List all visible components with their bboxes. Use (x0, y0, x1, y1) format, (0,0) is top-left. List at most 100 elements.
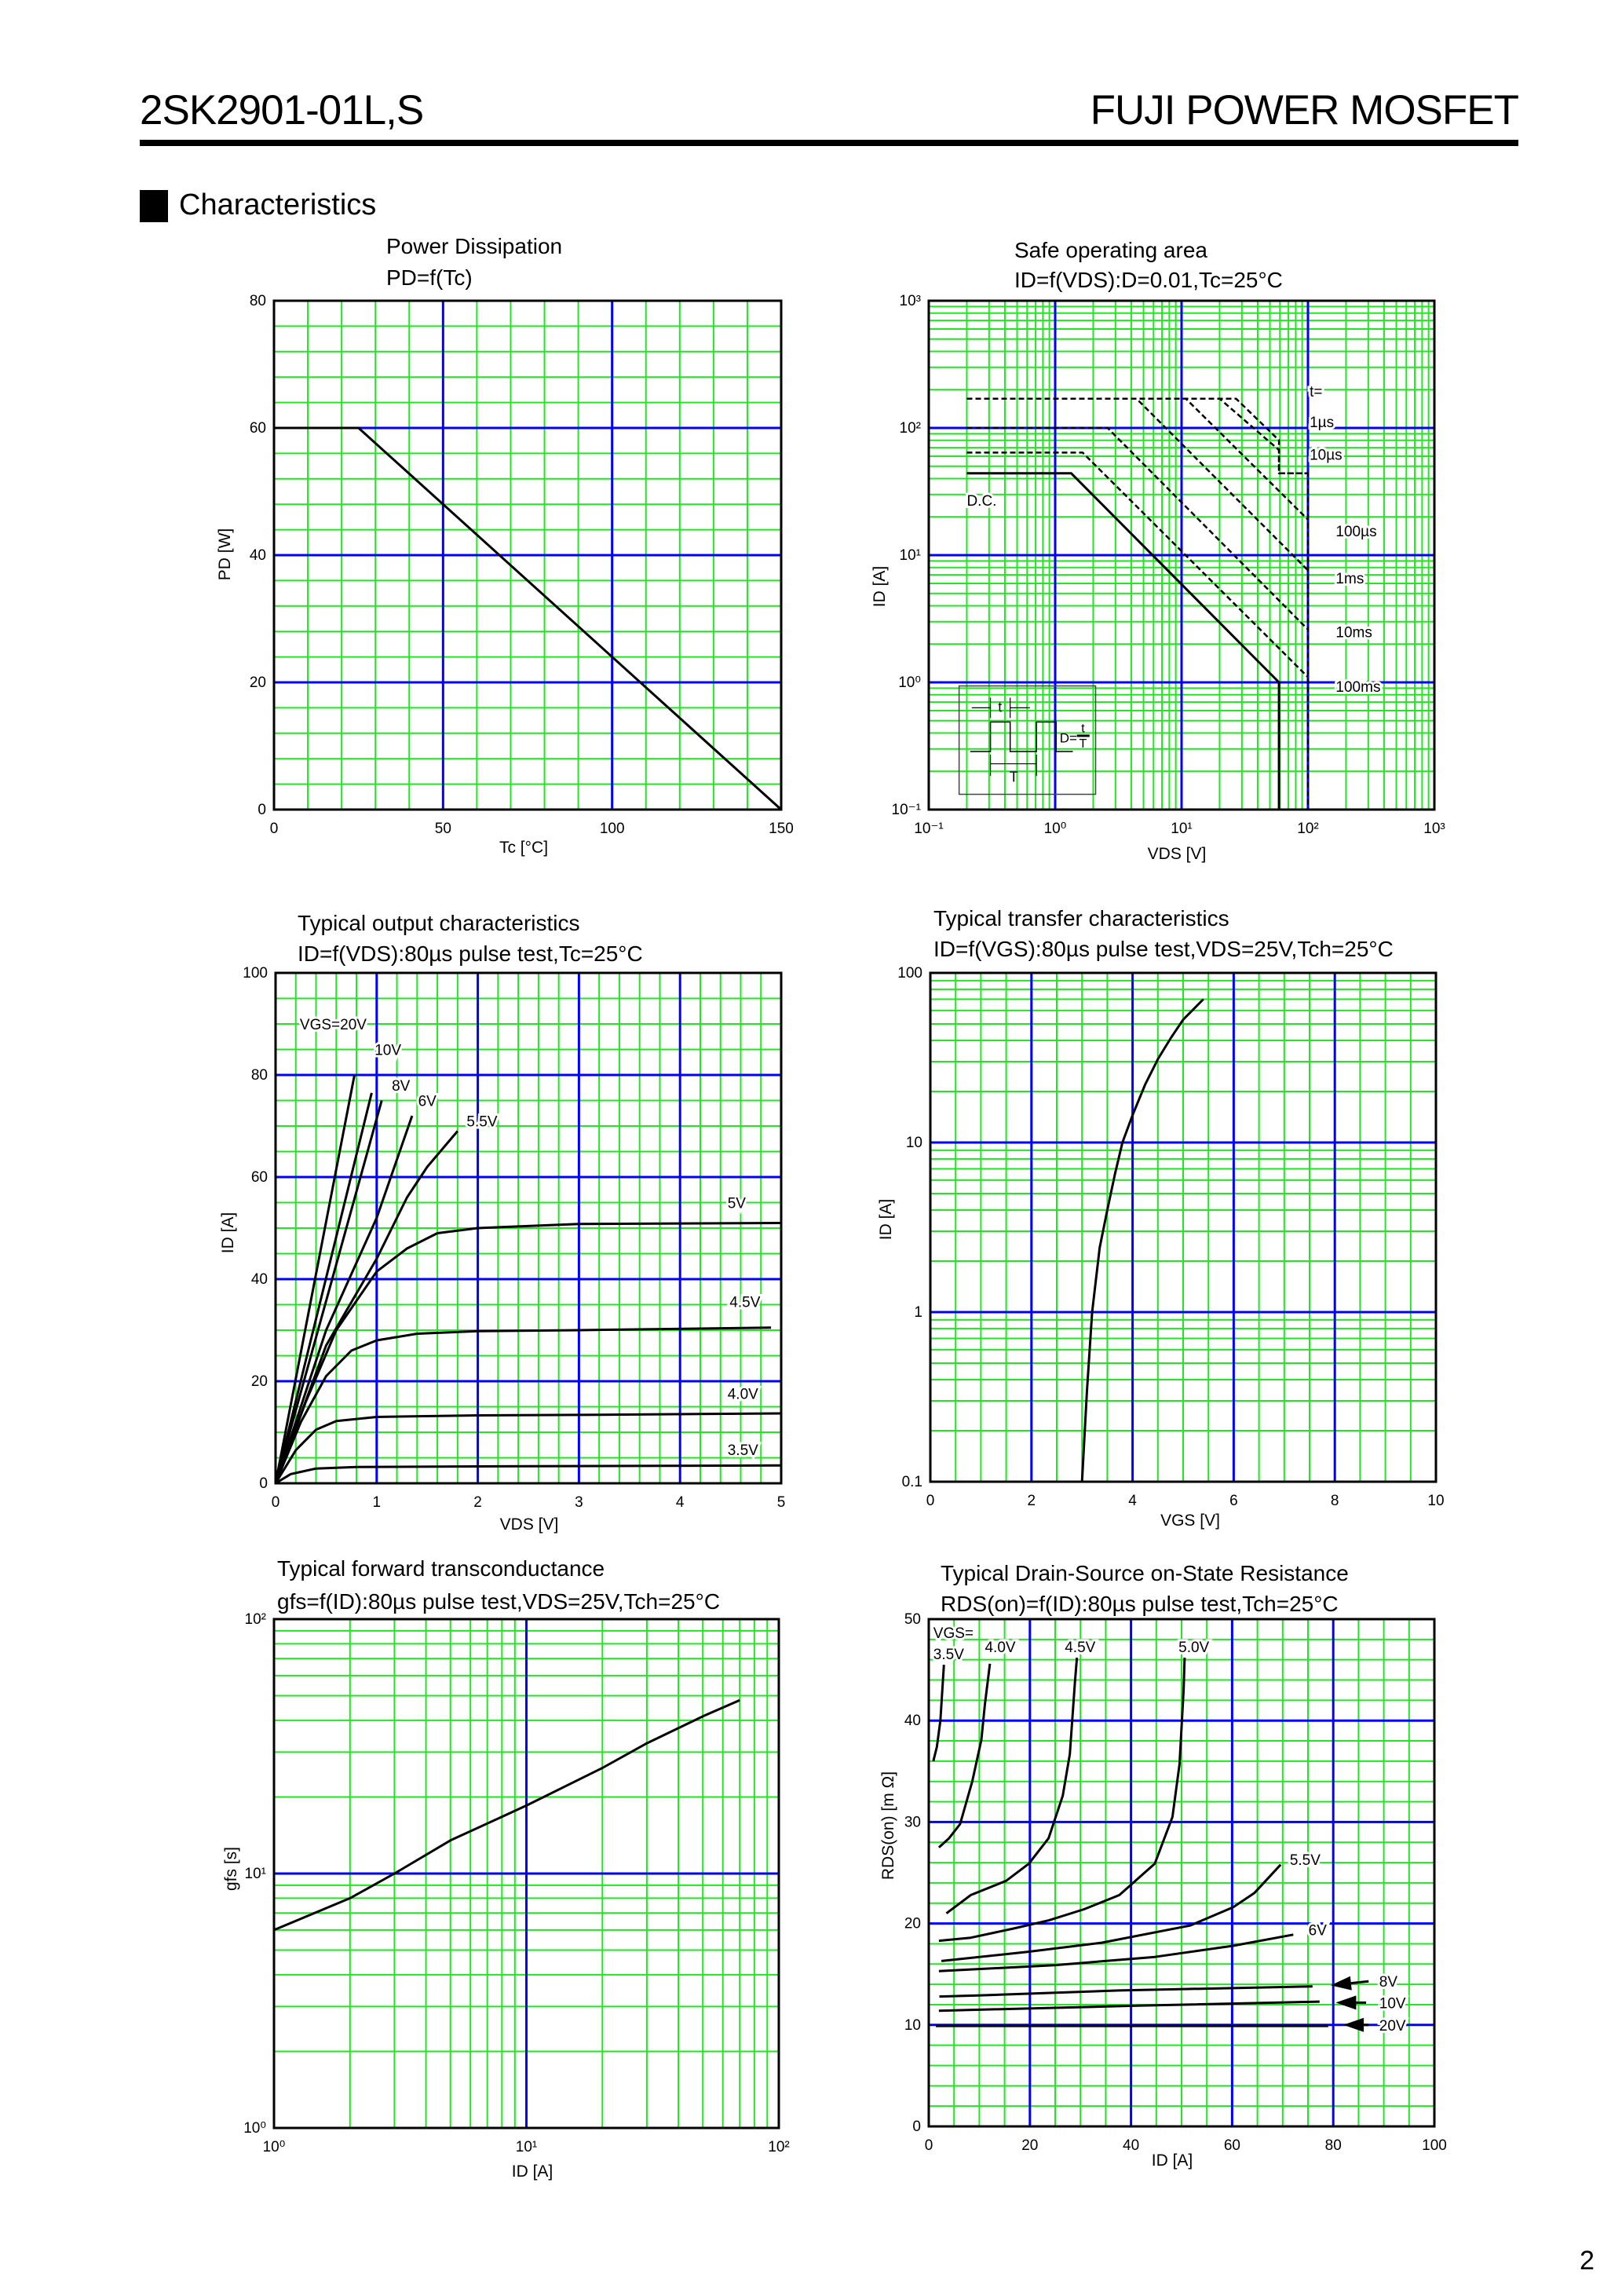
series-label: 8V (392, 1078, 411, 1095)
series-label: 4.0V (728, 1387, 758, 1403)
x-tick-label: 40 (1123, 2137, 1139, 2154)
series-label: 100ms (1335, 679, 1380, 696)
series-line-10V (274, 1092, 373, 1484)
chart-2-subtitle: ID=f(VDS):D=0.01,Tc=25°C (1014, 268, 1283, 292)
x-tick-label: 0 (270, 821, 279, 837)
x-tick-label: 50 (435, 821, 451, 837)
series-line-8V (274, 1100, 383, 1484)
series-line-5.0V (938, 1658, 1186, 1943)
series-line-10ms (966, 426, 1309, 631)
y-tick-label: 0.1 (902, 1474, 922, 1490)
chart-5-title: Typical forward transconductance (277, 1556, 605, 1581)
y-tick-label: 10 (904, 2017, 921, 2034)
x-tick-label: 2 (1028, 1493, 1036, 1509)
y-tick-label: 20 (251, 1373, 268, 1390)
x-tick-label: 8 (1331, 1493, 1339, 1509)
series-line (1080, 998, 1204, 1483)
series-label: 10V (374, 1043, 401, 1059)
chart-4: 0 2 4 6 8 10 0.1 1 10 100 (897, 965, 1444, 1509)
chart-3: 0 1 2 3 4 5 0 20 40 60 80 100 VGS=20V 10V 8V 6V 5.5V 5V 4.… (243, 965, 785, 1511)
plot-frame (272, 299, 783, 811)
x-tick-label: 10⁻¹ (914, 821, 944, 837)
chart-5-xlabel: ID [A] (511, 2163, 553, 2181)
arrow-head-icon (1335, 1995, 1357, 2010)
chart-3-subtitle: ID=f(VDS):80µs pulse test,Tc=25°C (298, 941, 643, 966)
y-tick-label: 80 (251, 1067, 268, 1084)
series-label: 6V (418, 1094, 437, 1110)
y-tick-label: 10³ (900, 293, 921, 309)
series-line-D.C. (966, 472, 1280, 810)
chart-6-ylabel: RDS(on) [m Ω] (879, 1771, 897, 1881)
series-label: 1ms (1335, 571, 1364, 587)
x-tick-label: 10⁰ (1044, 821, 1067, 837)
duty-cycle-inset: tTD=tT (958, 685, 1097, 795)
series-label: 100µs (1335, 524, 1376, 540)
chart-4-ylabel: ID [A] (877, 1198, 895, 1241)
brand-title: FUJI POWER MOSFET (1090, 87, 1519, 133)
page-number: 2 (1580, 2246, 1595, 2276)
series-label: 5.5V (1290, 1852, 1321, 1869)
x-tick-label: 10² (1297, 821, 1318, 837)
series-line-10V (938, 2000, 1320, 2013)
chart-3-title: Typical output characteristics (298, 911, 580, 935)
series-line-4.5V (274, 1326, 772, 1484)
y-tick-label: 10¹ (245, 1866, 266, 1882)
series-label: 4.5V (1065, 1640, 1095, 1656)
chart-4-subtitle: ID=f(VGS):80µs pulse test,VDS=25V,Tch=25… (933, 937, 1394, 961)
y-tick-label: 50 (904, 1611, 921, 1628)
x-tick-label: 10⁰ (263, 2139, 286, 2155)
y-tick-label: 100 (243, 965, 268, 982)
series-label: 10V (1379, 1995, 1406, 2012)
y-tick-label: 10² (245, 1611, 266, 1628)
series-line-4.5V (945, 1657, 1079, 1914)
plot-frame (927, 1618, 1436, 2128)
y-tick-label: 10⁰ (898, 675, 921, 691)
series-line-VGS20V (274, 1074, 356, 1484)
series-line-8V (939, 1985, 1313, 1998)
chart-5-subtitle: gfs=f(ID):80µs pulse test,VDS=25V,Tch=25… (277, 1589, 721, 1614)
y-tick-label: 10² (900, 420, 921, 437)
series-label: 10µs (1310, 448, 1343, 464)
series-line-100ms (966, 452, 1309, 678)
series-label: 3.5V (933, 1647, 964, 1663)
chart-1-subtitle: PD=f(Tc) (386, 265, 473, 290)
chart-1-xlabel: Tc [°C] (499, 839, 549, 857)
series-line-6V (274, 1115, 414, 1484)
x-tick-label: 4 (1128, 1493, 1137, 1509)
dimension-arrows-icon (971, 697, 1037, 777)
chart-4-title: Typical transfer characteristics (933, 906, 1229, 930)
y-tick-label: 80 (250, 293, 266, 309)
chart-1: 0 50 100 150 0 20 40 60 80 (250, 293, 794, 837)
y-tick-label: 0 (258, 802, 266, 818)
x-tick-label: 60 (1224, 2137, 1240, 2154)
series-line-1s (966, 397, 1310, 810)
section-bullet-icon (140, 190, 168, 222)
inset-t-label: t (998, 700, 1002, 715)
part-number: 2SK2901-01L,S (140, 87, 424, 133)
series-label: 5.0V (1178, 1640, 1209, 1656)
x-tick-label: 100 (600, 821, 625, 837)
plot-frame (929, 971, 1438, 1483)
series-line (273, 1698, 740, 1932)
x-tick-label: 20 (1021, 2137, 1038, 2154)
x-tick-label: 10² (768, 2139, 789, 2155)
series-label: 5V (728, 1196, 747, 1212)
x-tick-label: 0 (272, 1494, 280, 1511)
arrow-line (1350, 1980, 1369, 1985)
y-tick-label: 10 (906, 1135, 922, 1151)
series-line-3.5V (932, 1665, 945, 1762)
series-label: 4.0V (985, 1640, 1015, 1656)
series-label: 3.5V (728, 1442, 758, 1459)
y-tick-label: 10⁰ (243, 2120, 266, 2137)
x-tick-label: 10¹ (1171, 821, 1192, 837)
chart-2-ylabel: ID [A] (871, 565, 889, 608)
series-label: 8V (1379, 1974, 1398, 1991)
chart-3-xlabel: VDS [V] (499, 1515, 559, 1534)
x-tick-label: 3 (575, 1494, 583, 1511)
y-tick-label: 60 (250, 420, 266, 437)
series-line-3.5V (275, 1464, 782, 1485)
x-tick-label: 4 (676, 1494, 685, 1511)
y-tick-label: 0 (259, 1475, 268, 1492)
chart-2: 10⁻¹ 10⁰ 10¹ 10² 10³ 10⁻¹ 10⁰ 10¹ 10² 10³ D.C. 100m… (892, 293, 1445, 837)
series-label: 1µs (1310, 415, 1334, 431)
